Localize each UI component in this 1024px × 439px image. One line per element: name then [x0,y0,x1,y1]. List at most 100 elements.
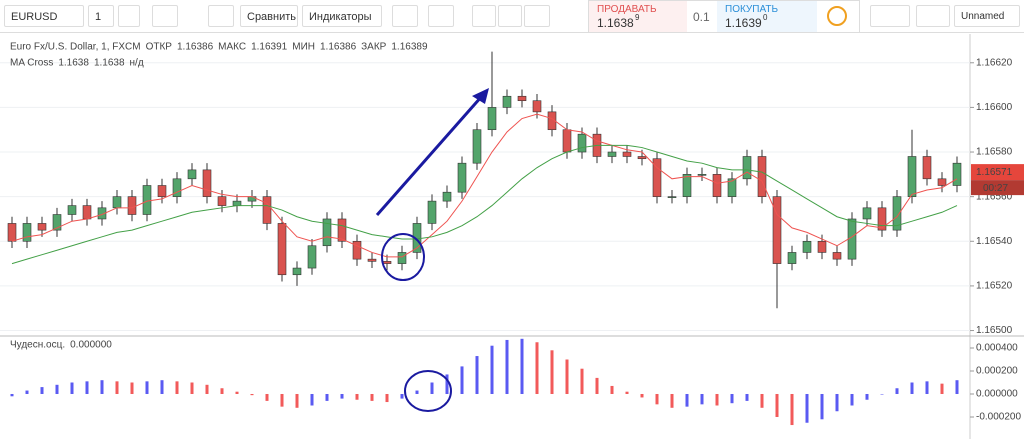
oscillator-bar [235,391,239,394]
legend-value: 1.16389 [391,42,428,53]
candle-body [667,196,677,198]
oscillator-bar [340,393,344,399]
candle-body [232,200,242,206]
oscillator-bar [400,393,404,399]
candle-body [727,178,737,197]
symbol-input[interactable]: EURUSD [4,5,84,27]
legend-title: Euro Fx/U.S. Dollar, 1, FXCM [10,42,141,53]
candle-body [277,223,287,276]
legend-label: МИН [292,42,315,53]
buy-price-sup: 0 [763,13,768,22]
chart-style-button[interactable] [152,5,178,27]
y-tick-label: 1.16580 [976,147,1013,158]
sell-button[interactable]: ПРОДАВАТЬ 1.1638 9 [589,1,687,32]
oscillator-bar [85,381,89,394]
compare-button[interactable]: Сравнить [240,5,298,27]
candle-body [952,162,962,186]
candle-body [82,205,92,220]
candle-body [772,196,782,264]
annotation-arrow [375,95,484,216]
oscillator-bar [70,382,74,394]
candle-body [457,162,467,193]
candle-body [802,240,812,253]
ma-line [11,113,958,258]
oscillator-bar [595,377,599,394]
y-tick-label: 1.16560 [976,191,1013,202]
oscillator-bar [715,393,719,406]
layout-name[interactable]: Unnamed [954,5,1020,27]
oscillator-bar [925,381,929,394]
candle-body [877,207,887,231]
buy-label: ПОКУПАТЬ [725,4,779,15]
oscillator-bar [640,393,644,398]
oscillator-bar [295,393,299,408]
oscillator-bar [820,393,824,420]
oscillator-bar [505,339,509,394]
candle-body [742,156,752,180]
oscillator-bar [670,393,674,408]
oscillator-bar [55,384,59,394]
alert-button[interactable] [392,5,418,27]
cloud-button[interactable] [870,5,910,27]
candle-body [322,218,332,247]
countdown: 00:27 [983,183,1008,194]
candle-body [907,156,917,197]
fullscreen-button[interactable] [524,5,550,27]
candle-body [562,129,572,153]
candle-body [787,252,797,264]
oscillator-bar [265,393,269,401]
sell-price-sup: 9 [635,13,640,22]
oscillator-bar [385,393,389,403]
oscillator-bar [655,393,659,405]
oscillator-bar [775,393,779,417]
oscillator-bar [895,388,899,394]
oscillator-bar [550,350,554,394]
toolbar: EURUSD 1 Сравнить Индикаторы ПРОДАВАТЬ 1… [0,0,1024,33]
oscillator-bar [535,342,539,394]
oscillator-bar [610,385,614,394]
oscillator-bar [760,393,764,408]
candle-body [157,185,167,197]
candle-body [262,196,272,224]
settings-button[interactable] [208,5,234,27]
oscillator-bar [220,388,224,394]
candle-body [832,252,842,260]
interval-menu[interactable] [118,5,140,27]
candle-body [532,100,542,113]
oscillator-bar [25,390,29,394]
oscillator-bar [175,381,179,394]
indicators-button[interactable]: Индикаторы [302,5,382,27]
legend-value: 1.16386 [177,42,214,53]
y-tick-label: -0.000200 [976,412,1021,423]
candle-body [52,214,62,231]
oscillator-bar [910,382,914,394]
oscillator-bar [205,384,209,394]
legend-label: МАКС [218,42,246,53]
oscillator-bar [415,390,419,394]
candle-body [97,207,107,220]
candle-body [307,245,317,269]
candle-body [412,223,422,253]
interval-button[interactable]: 1 [88,5,114,27]
countdown-box [971,180,1024,196]
oscillator-bar [325,393,329,401]
buy-button[interactable]: ПОКУПАТЬ 1.1639 0 [717,1,817,32]
redo-button[interactable] [498,5,522,27]
save-button[interactable] [916,5,950,27]
undo-button[interactable] [472,5,496,27]
oscillator-bar [700,393,704,405]
oscillator-bar [475,356,479,394]
oscillator-bar [790,393,794,426]
y-tick-label: 1.16600 [976,102,1013,113]
oscillator-bar [280,393,284,407]
legend-value: 1.16391 [251,42,288,53]
last-price-label: 1.16571 [976,167,1013,178]
info-icon[interactable] [827,6,847,26]
candle-body [682,174,692,197]
oscillator-bar [430,382,434,394]
sell-label: ПРОДАВАТЬ [597,4,657,15]
oscillator-bar [955,380,959,394]
idea-button[interactable] [428,5,454,27]
plots: 1.16500 1.16520 1.16540 1.16560 1.16580 1.166… [0,42,1024,426]
